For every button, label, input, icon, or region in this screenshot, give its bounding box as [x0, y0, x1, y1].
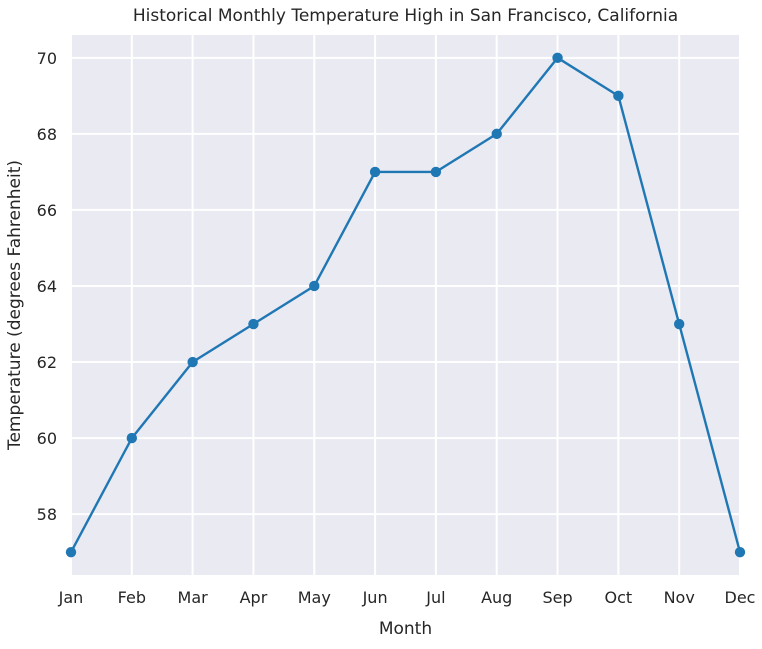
data-point-oct	[613, 90, 624, 102]
y-tick-label: 70	[37, 49, 57, 68]
y-tick-label: 58	[37, 505, 57, 524]
x-tick-label: Sep	[542, 588, 572, 607]
data-point-dec	[734, 546, 746, 558]
y-axis-label: Temperature (degrees Fahrenheit)	[5, 160, 25, 451]
grid-layer	[70, 35, 741, 575]
x-tick-label: Oct	[605, 588, 633, 607]
y-tick-label: 66	[37, 201, 57, 220]
x-tick-label: Jan	[58, 588, 84, 607]
data-point-apr	[248, 318, 259, 330]
y-tick-label: 64	[37, 277, 57, 296]
data-point-jul	[430, 166, 442, 178]
x-axis-label: Month	[379, 619, 432, 639]
x-tick-label: Dec	[725, 588, 756, 607]
y-tick-label: 68	[37, 125, 57, 144]
x-tick-label: Mar	[178, 588, 209, 607]
data-point-sep	[552, 52, 563, 64]
series-layer	[65, 52, 746, 558]
y-tick-label: 60	[37, 429, 57, 448]
data-point-feb	[126, 432, 138, 444]
chart-title: Historical Monthly Temperature High in S…	[133, 6, 678, 26]
y-tick-label: 62	[37, 353, 57, 372]
data-point-nov	[673, 318, 685, 330]
x-tick-label: Aug	[481, 588, 512, 607]
data-point-jun	[369, 166, 381, 178]
x-tick-label: Nov	[664, 588, 695, 607]
x-tick-label: Apr	[240, 588, 268, 607]
data-point-aug	[491, 128, 502, 140]
plot-area	[71, 35, 740, 575]
x-tick-label: Jul	[425, 588, 445, 607]
x-tick-label: Feb	[118, 588, 146, 607]
tick-label-layer: Jan Feb Mar Apr May Jun Jul Aug Sep Oct Nov Dec 58 60…	[37, 49, 756, 607]
x-tick-label: May	[298, 588, 331, 607]
series-line	[69, 56, 742, 553]
x-tick-label: Jun	[362, 588, 388, 607]
data-point-jan	[65, 546, 77, 558]
data-point-may	[309, 280, 320, 292]
data-point-mar	[187, 356, 198, 368]
